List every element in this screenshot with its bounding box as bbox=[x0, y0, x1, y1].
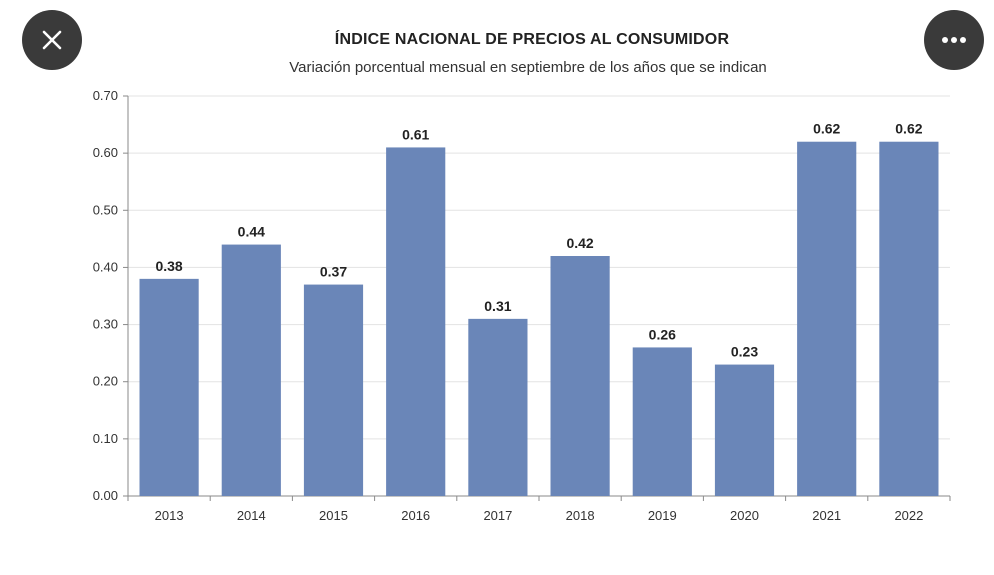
y-tick-label: 0.00 bbox=[93, 488, 118, 503]
data-label: 0.23 bbox=[731, 344, 758, 360]
bar-2014 bbox=[221, 244, 281, 496]
y-tick-label: 0.10 bbox=[93, 431, 118, 446]
y-tick-label: 0.30 bbox=[93, 317, 118, 332]
bar-2021 bbox=[797, 141, 857, 496]
x-tick-label: 2016 bbox=[401, 508, 430, 523]
data-label: 0.62 bbox=[895, 121, 922, 137]
y-tick-label: 0.40 bbox=[93, 259, 118, 274]
x-tick-label: 2022 bbox=[894, 508, 923, 523]
x-tick-label: 2019 bbox=[648, 508, 677, 523]
data-label: 0.61 bbox=[402, 126, 429, 142]
more-options-button[interactable] bbox=[924, 10, 984, 70]
x-tick-label: 2021 bbox=[812, 508, 841, 523]
y-tick-label: 0.50 bbox=[93, 202, 118, 217]
more-icon bbox=[942, 37, 966, 43]
chart-subtitle: Variación porcentual mensual en septiemb… bbox=[289, 59, 767, 76]
y-tick-label: 0.60 bbox=[93, 145, 118, 160]
y-tick-label: 0.20 bbox=[93, 374, 118, 389]
data-label: 0.38 bbox=[155, 258, 182, 274]
bar-2015 bbox=[303, 284, 364, 496]
data-label: 0.37 bbox=[320, 264, 347, 280]
x-tick-label: 2018 bbox=[566, 508, 595, 523]
x-tick-label: 2017 bbox=[483, 508, 512, 523]
bar-2020 bbox=[714, 364, 775, 496]
x-tick-label: 2014 bbox=[237, 508, 266, 523]
chart-title: ÍNDICE NACIONAL DE PRECIOS AL CONSUMIDOR bbox=[334, 31, 730, 48]
y-tick-label: 0.70 bbox=[93, 88, 118, 103]
data-label: 0.42 bbox=[566, 235, 593, 251]
close-button[interactable] bbox=[22, 10, 82, 70]
data-label: 0.44 bbox=[238, 224, 265, 240]
bar-2022 bbox=[879, 141, 939, 496]
bar-2018 bbox=[550, 256, 610, 496]
x-tick-label: 2020 bbox=[730, 508, 759, 523]
data-label: 0.26 bbox=[649, 326, 676, 342]
x-tick-label: 2015 bbox=[319, 508, 348, 523]
data-label: 0.62 bbox=[813, 121, 840, 137]
close-icon bbox=[42, 30, 62, 50]
bar-2017 bbox=[468, 318, 528, 496]
bar-2019 bbox=[632, 347, 692, 496]
x-tick-label: 2013 bbox=[155, 508, 184, 523]
bar-2013 bbox=[139, 278, 199, 496]
data-label: 0.31 bbox=[484, 298, 511, 314]
bar-2016 bbox=[386, 147, 446, 496]
